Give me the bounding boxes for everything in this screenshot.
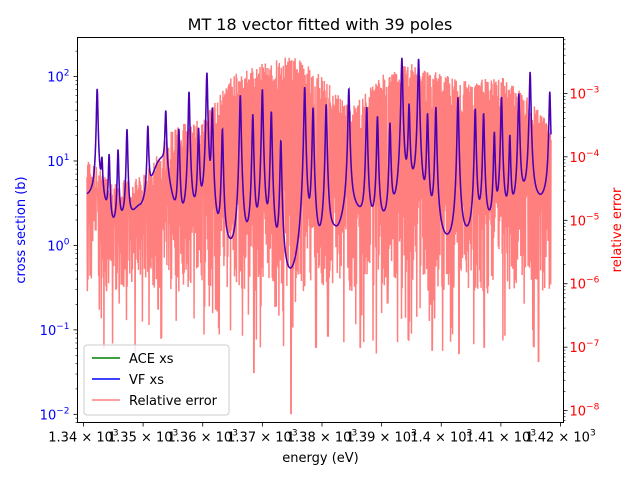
legend: ACE xs VF xs Relative error bbox=[83, 344, 230, 416]
y-left-tick-label: 10−1 bbox=[40, 322, 70, 339]
y-axis-right-label: relative error bbox=[610, 187, 625, 272]
x-tick-label: 1.38 × 103 bbox=[287, 429, 357, 446]
y-left-tick-label: 101 bbox=[47, 153, 69, 170]
x-tick-label: 1.39 × 103 bbox=[346, 429, 416, 446]
y-axis-left: 10−2 10−1 100 101 102 bbox=[40, 50, 78, 423]
y-axis-right: 10−8 10−7 10−6 10−5 10−4 10−3 bbox=[563, 39, 600, 421]
y-right-tick-label: 10−7 bbox=[570, 339, 600, 356]
y-left-tick-label: 100 bbox=[47, 237, 70, 254]
x-tick-label: 1.4 × 103 bbox=[410, 429, 472, 446]
legend-label: VF xs bbox=[129, 373, 164, 388]
vf-xs-line bbox=[86, 57, 552, 269]
y-left-tick-label: 10−2 bbox=[40, 406, 70, 423]
y-axis-left-label: cross section (b) bbox=[14, 176, 29, 283]
vf-xs-overlay bbox=[86, 57, 552, 269]
x-tick-label: 1.42 × 103 bbox=[525, 429, 595, 446]
x-tick-label: 1.34 × 103 bbox=[48, 429, 118, 446]
x-axis-label: energy (eV) bbox=[282, 451, 358, 466]
y-right-tick-label: 10−6 bbox=[570, 276, 600, 293]
legend-label: Relative error bbox=[129, 394, 218, 409]
y-right-tick-label: 10−3 bbox=[570, 85, 600, 102]
relative-error-line bbox=[86, 57, 552, 415]
x-tick-label: 1.41 × 103 bbox=[466, 429, 536, 446]
x-tick-label: 1.36 × 103 bbox=[168, 429, 238, 446]
x-tick-label: 1.37 × 103 bbox=[227, 429, 297, 446]
legend-box bbox=[83, 344, 230, 416]
y-right-tick-label: 10−4 bbox=[570, 149, 600, 166]
y-right-tick-label: 10−8 bbox=[570, 403, 600, 420]
y-left-tick-label: 102 bbox=[47, 69, 69, 86]
y-right-tick-label: 10−5 bbox=[570, 212, 600, 229]
relative-error-series bbox=[86, 57, 552, 415]
chart-title: MT 18 vector fitted with 39 poles bbox=[188, 15, 453, 34]
x-tick-label: 1.35 × 103 bbox=[108, 429, 178, 446]
legend-label: ACE xs bbox=[129, 352, 174, 367]
plot-frame bbox=[77, 37, 564, 423]
cross-section-series bbox=[86, 57, 552, 269]
